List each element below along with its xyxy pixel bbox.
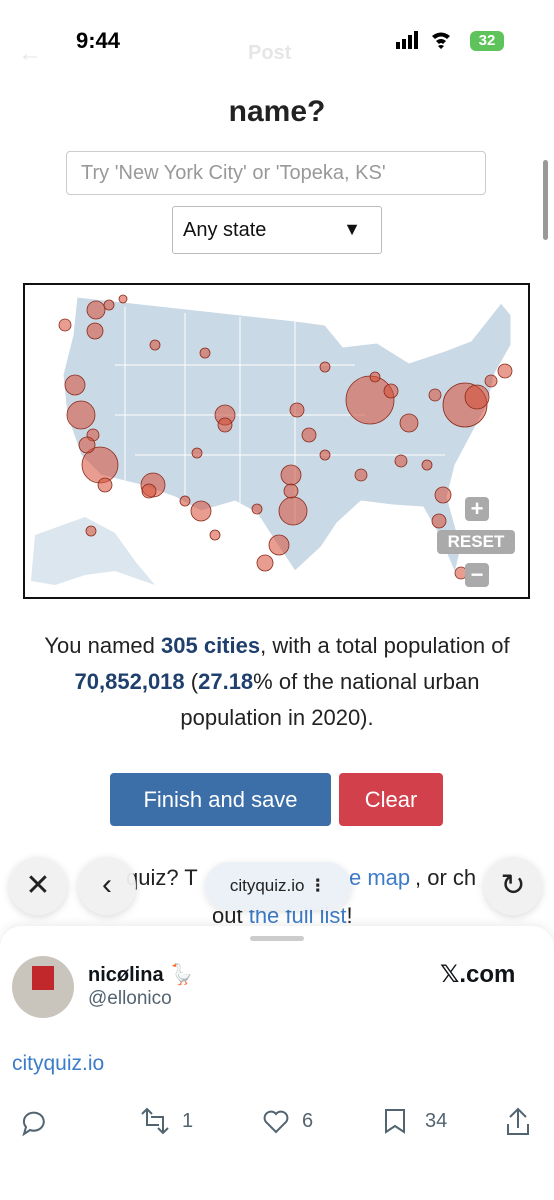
- city-marker: [301, 427, 317, 443]
- state-borders: [115, 307, 445, 525]
- zoom-out[interactable]: −: [465, 563, 489, 587]
- like-icon[interactable]: [263, 1110, 289, 1134]
- reply-icon[interactable]: [22, 1111, 45, 1137]
- nav-title: Post: [248, 42, 292, 64]
- map[interactable]: + RESET −: [23, 283, 530, 599]
- menu-dots: ⋮: [309, 876, 327, 895]
- city-marker: [149, 339, 161, 351]
- city-marker: [97, 477, 113, 493]
- search-input[interactable]: Try 'New York City' or 'Topeka, KS': [66, 151, 486, 195]
- city-marker: [383, 383, 399, 399]
- text: You named: [44, 633, 162, 658]
- city-marker: [251, 503, 263, 515]
- battery: 32: [470, 31, 504, 51]
- page-title: name?: [228, 95, 326, 128]
- city-marker: [58, 318, 72, 332]
- city-marker: [399, 413, 419, 433]
- city-marker: [86, 300, 106, 320]
- scrollbar: [543, 160, 548, 240]
- clear-button[interactable]: Clear: [339, 773, 443, 826]
- url-pill[interactable]: cityquiz.io ⋮: [205, 862, 351, 910]
- city-marker: [464, 384, 490, 410]
- city-marker: [103, 299, 115, 311]
- city-marker: [118, 294, 128, 304]
- bookmark-count: 34: [425, 1110, 448, 1132]
- city-marker: [369, 371, 381, 383]
- bookmark-icon[interactable]: [385, 1109, 405, 1134]
- alaska: [31, 517, 155, 585]
- city-marker: [319, 449, 331, 461]
- city-marker: [484, 374, 498, 388]
- city-marker: [283, 483, 299, 499]
- city-marker: [64, 374, 86, 396]
- city-marker: [421, 459, 433, 471]
- time: 9:44: [76, 28, 121, 53]
- city-marker: [280, 464, 302, 486]
- close-button[interactable]: ✕: [9, 857, 67, 915]
- avatar[interactable]: [12, 956, 74, 1018]
- select-label: Any state: [183, 219, 267, 241]
- city-marker: [497, 363, 513, 379]
- city-marker: [431, 513, 447, 529]
- city-marker: [209, 529, 221, 541]
- post-sheet: nicølina 🪿 @ellonico 𝕏.com cityquiz.io 1…: [0, 926, 554, 1200]
- population: 70,852,018: [74, 669, 185, 694]
- author-handle[interactable]: @ellonico: [88, 988, 172, 1009]
- back-button[interactable]: ‹: [78, 857, 136, 915]
- signal-wifi: [396, 31, 450, 49]
- city-markers: [58, 294, 513, 580]
- city-marker: [278, 496, 308, 526]
- state-select[interactable]: Any state ▼: [172, 206, 382, 254]
- city-marker: [394, 454, 408, 468]
- city-marker: [217, 417, 233, 433]
- source: 𝕏.com: [440, 961, 516, 988]
- city-marker: [179, 495, 191, 507]
- city-marker: [199, 347, 211, 359]
- url: cityquiz.io: [229, 876, 305, 895]
- author-name[interactable]: nicølina 🪿: [88, 964, 195, 986]
- reload-button[interactable]: ↻: [484, 857, 542, 915]
- city-marker: [319, 361, 331, 373]
- city-marker: [345, 375, 395, 425]
- post-link[interactable]: cityquiz.io: [12, 1052, 105, 1075]
- city-marker: [256, 554, 274, 572]
- text: % of the national urban population in 20…: [180, 669, 480, 730]
- summary: You named 305 cities, with a total popul…: [30, 628, 524, 736]
- city-marker: [190, 500, 212, 522]
- city-marker: [66, 400, 96, 430]
- city-count: 305 cities: [161, 633, 261, 658]
- sheet-handle: [250, 936, 304, 941]
- city-marker: [354, 468, 368, 482]
- city-marker: [289, 402, 305, 418]
- finish-button[interactable]: Finish and save: [110, 773, 331, 826]
- partial-text: quiz? T: [126, 865, 198, 890]
- partial-text: , or ch: [415, 865, 477, 890]
- retweet-icon[interactable]: [141, 1107, 169, 1135]
- back-arrow: ←: [18, 40, 42, 67]
- like-count: 6: [302, 1110, 314, 1132]
- text: !: [346, 903, 353, 928]
- retweet-count: 1: [182, 1110, 194, 1132]
- action-icons: [22, 1107, 529, 1137]
- select-arrow: ▼: [343, 219, 361, 239]
- text: (: [184, 669, 199, 694]
- city-marker: [85, 525, 97, 537]
- city-marker: [78, 436, 96, 454]
- map-canvas: [31, 294, 513, 585]
- city-marker: [428, 388, 442, 402]
- city-marker: [434, 486, 452, 504]
- city-marker: [268, 534, 290, 556]
- text: , with a total population of: [260, 633, 510, 658]
- partial-link[interactable]: e map: [349, 865, 411, 890]
- city-marker: [191, 447, 203, 459]
- zoom-in[interactable]: +: [465, 497, 489, 521]
- city-marker: [141, 483, 157, 499]
- share-icon[interactable]: [507, 1107, 529, 1135]
- percent: 27.18: [198, 669, 254, 694]
- reset-button[interactable]: RESET: [437, 530, 515, 554]
- city-marker: [86, 322, 104, 340]
